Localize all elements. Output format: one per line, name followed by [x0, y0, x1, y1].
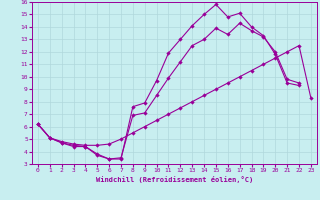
X-axis label: Windchill (Refroidissement éolien,°C): Windchill (Refroidissement éolien,°C) [96, 176, 253, 183]
